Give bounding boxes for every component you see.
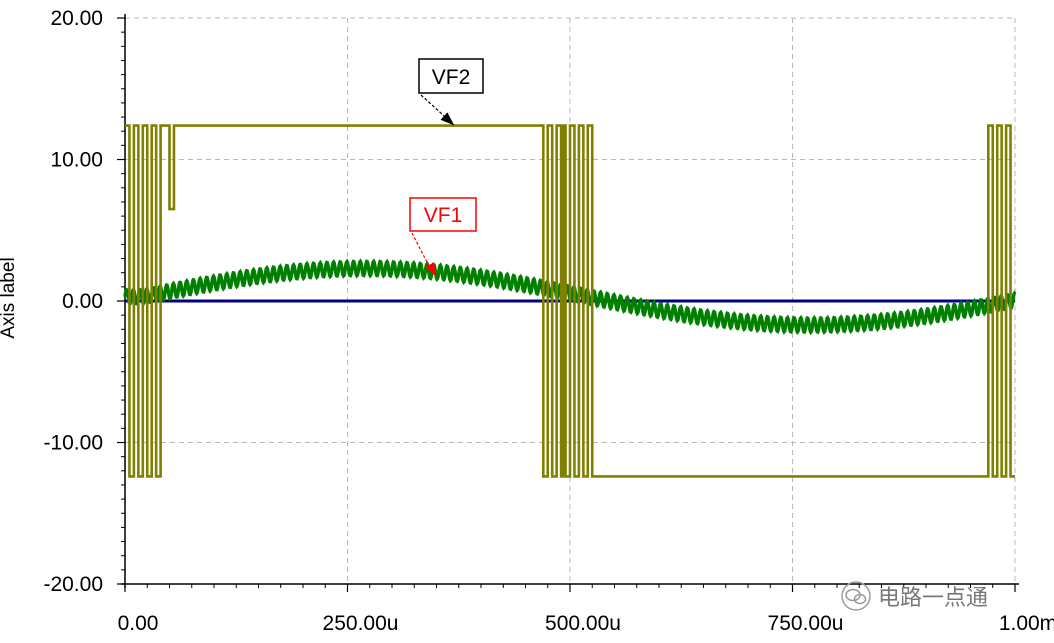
series-VF2	[125, 124, 1015, 478]
annotation-box	[418, 58, 484, 94]
x-tick-label: 1.00m	[999, 612, 1054, 635]
watermark-text: 电路一点通	[878, 586, 988, 611]
annotation-VF1: VF1	[409, 197, 477, 277]
y-axis-title: Axis label	[0, 257, 19, 338]
annotations: VF2 VF1	[409, 58, 484, 277]
y-tick-label: -20.00	[43, 573, 103, 596]
annotation-label: VF1	[424, 204, 463, 227]
wechat-icon	[841, 581, 871, 611]
y-tick-label: 0.00	[62, 290, 103, 313]
x-tick-label: 0.00	[118, 612, 159, 635]
x-tick-label: 500.00u	[545, 612, 621, 635]
x-tick-labels: 0.00 250.00u 500.00u 750.00u 1.00m	[118, 612, 1054, 635]
y-tick-label: 10.00	[50, 149, 103, 172]
annotation-VF2: VF2	[418, 58, 484, 126]
y-tick-labels: 20.00 10.00 0.00 -10.00 -20.00	[43, 7, 103, 596]
x-tick-label: 750.00u	[768, 612, 844, 635]
annotation-arrowhead	[425, 262, 437, 277]
annotation-label: VF2	[432, 66, 471, 89]
y-tick-label: 20.00	[50, 7, 103, 30]
annotation-box	[409, 197, 477, 232]
y-tick-label: -10.00	[43, 432, 103, 455]
plot-area	[123, 124, 1017, 478]
tick-marks	[117, 17, 1016, 592]
annotation-arrowhead	[440, 112, 455, 126]
watermark: 电路一点通	[841, 581, 988, 611]
x-tick-label: 250.00u	[323, 612, 399, 635]
